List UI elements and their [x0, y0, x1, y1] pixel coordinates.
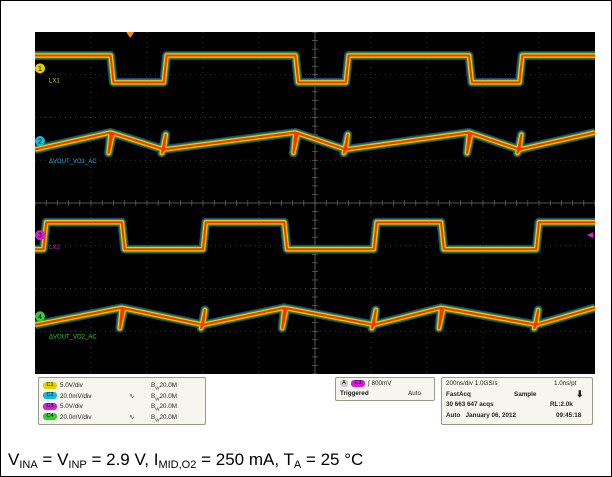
channel-row-1: C1 5.0V/div BW20.0M — [43, 381, 203, 391]
run-indicator-icon: ⬇ — [576, 389, 584, 399]
trace--vout-vo2-ac-trace-core — [35, 306, 595, 330]
trigger-state: Triggered — [340, 390, 369, 397]
oscilloscope-screen: 1 LX1 2 ΔVOUT_VO1_AC 3 LX2 4 ΔVOUT_VO2_AC — [35, 32, 595, 374]
series-label: ΔVOUT_VO2_AC — [49, 334, 97, 340]
time-per-point: 1.0ns/pt — [554, 380, 577, 387]
auto-label: Auto — [446, 412, 461, 419]
channel-marker — [35, 136, 45, 147]
channel-marker-label: 1 — [38, 66, 42, 73]
ac-coupling-icon: ∿ — [129, 413, 135, 421]
trigger-source-icon: A — [340, 380, 348, 387]
channel-row-3: C3 5.0V/div BW20.0M — [43, 402, 203, 412]
trigger-panel: A C3 ∫ 800mV Triggered Auto — [335, 377, 435, 401]
channel-scale: 20.0mV/div — [60, 392, 92, 400]
sample-mode: Sample — [514, 391, 537, 398]
ac-coupling-icon: ∿ — [129, 392, 135, 400]
figure-caption: VINA = VINP = 2.9 V, IMID,O2 = 250 mA, T… — [8, 450, 364, 471]
trigger-level: 800mV — [371, 380, 392, 388]
trigger-slope-icon: ∫ — [368, 380, 370, 388]
channel-scale: 5.0V/div — [60, 382, 83, 389]
channel-scale: 20.0mV/div — [60, 413, 92, 421]
trigger-position-icon — [126, 32, 135, 38]
channel-scale: 5.0V/div — [60, 403, 83, 410]
trace-lx2-trace-core — [35, 221, 595, 251]
channel-marker — [35, 230, 45, 241]
series-label: LX2 — [49, 245, 60, 251]
scope-status-bar: C1 5.0V/div BW20.0M C2 20.0mV/div ∿ BW20.0M C3 5… — [35, 374, 595, 427]
channel-badge: C1 — [43, 381, 57, 389]
acquisition-mode: FastAcq — [446, 391, 471, 398]
trigger-mode: Auto — [408, 390, 421, 397]
channel-badge: C2 — [43, 392, 57, 400]
channel-marker-label: 2 — [38, 139, 42, 146]
channel-badge: C3 — [43, 402, 57, 410]
channel-badge: C4 — [43, 413, 57, 421]
channel-marker-label: 3 — [38, 233, 42, 240]
channel-marker — [35, 311, 45, 322]
sample-rate: 1.0GS/s — [474, 380, 498, 387]
trigger-channel-badge: C3 — [351, 380, 365, 387]
series-label: LX1 — [49, 78, 60, 84]
capture-time: 09:45:18 — [556, 412, 582, 419]
bandwidth-limit: BW20.0M — [151, 382, 177, 391]
bandwidth-limit: BW20.0M — [151, 392, 177, 401]
acquisition-count: 30 663 647 acqs — [446, 401, 494, 408]
channel-row-2: C2 20.0mV/div ∿ BW20.0M — [43, 392, 203, 402]
timebase-panel: 200ns/div 1.0GS/s 1.0ns/pt FastAcq Sampl… — [441, 377, 593, 425]
bandwidth-limit: BW20.0M — [151, 413, 177, 422]
channel-row-4: C4 20.0mV/div ∿ BW20.0M — [43, 413, 203, 423]
series-label: ΔVOUT_VO1_AC — [49, 159, 97, 165]
capture-date: January 06, 2012 — [465, 412, 517, 419]
scope-plot: 1 LX1 2 ΔVOUT_VO1_AC 3 LX2 4 ΔVOUT_VO2_AC — [35, 32, 595, 374]
trace-lx1-trace-core — [35, 54, 595, 84]
record-length: RL:2.0k — [550, 401, 573, 408]
trigger-level-icon — [587, 232, 593, 239]
channel-marker — [35, 63, 45, 74]
bandwidth-limit: BW20.0M — [151, 403, 177, 412]
horizontal-scale: 200ns/div — [446, 380, 473, 387]
trace--vout-vo1-ac-trace-core — [35, 131, 595, 154]
channel-settings-panel: C1 5.0V/div BW20.0M C2 20.0mV/div ∿ BW20.0M C3 5… — [38, 377, 206, 425]
channel-marker-label: 4 — [38, 314, 42, 321]
